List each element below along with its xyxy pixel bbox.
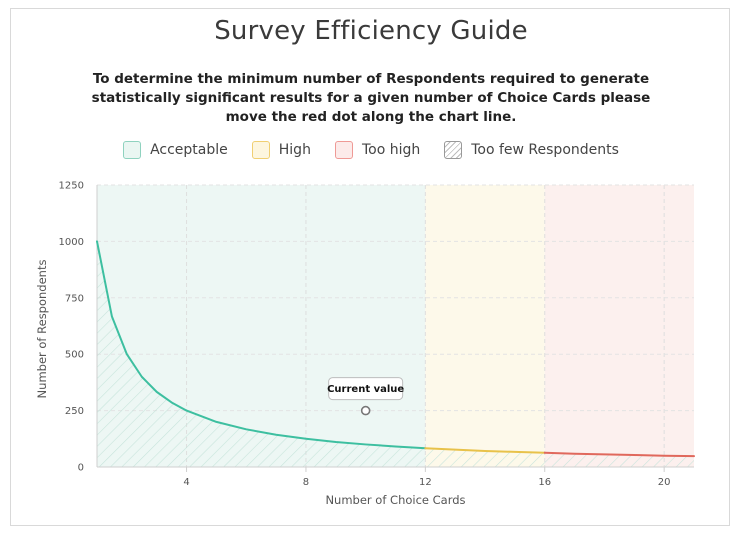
chart-title: Survey Efficiency Guide — [214, 16, 528, 46]
legend-item-too-few-respondents[interactable]: Too few Respondents — [444, 141, 619, 159]
x-tick-label: 4 — [183, 477, 189, 488]
legend-label-high: High — [278, 142, 311, 158]
zone-high — [425, 185, 545, 467]
too-few-respondents-hatch — [97, 241, 694, 467]
y-axis-title: Number of Respondents — [35, 260, 49, 399]
too-few-respondents-area — [97, 241, 694, 467]
series-line-too-high — [543, 451, 695, 458]
legend-item-too-high[interactable]: Too high — [334, 141, 421, 159]
legend-swatch-high — [251, 141, 270, 159]
x-axis-title: Number of Choice Cards — [325, 493, 465, 507]
y-tick-label: 750 — [65, 293, 84, 304]
legend-item-high[interactable]: High — [251, 141, 311, 159]
y-tick-label: 1000 — [59, 237, 84, 248]
legend-swatch-too-high — [334, 141, 353, 159]
y-tick-label: 0 — [78, 463, 84, 474]
x-tick-label: 20 — [658, 477, 671, 488]
x-tick-label: 12 — [419, 477, 432, 488]
legend-label-acceptable: Acceptable — [150, 142, 228, 158]
legend-swatch-too-few-respondents — [444, 141, 463, 159]
legend-label-too-high: Too high — [361, 142, 421, 158]
current-value-layer: Current value — [327, 377, 404, 416]
x-tick-label: 16 — [538, 477, 551, 488]
chart-legend: Acceptable High Too high Too few Respond… — [0, 141, 742, 159]
series-line-acceptable — [96, 240, 427, 450]
chart-subtitle: To determine the minimum number of Respo… — [91, 71, 651, 125]
grid-layer — [97, 184, 694, 468]
zone-too-high — [544, 185, 694, 467]
series-line-layer — [96, 240, 695, 458]
y-tick-label: 500 — [65, 350, 84, 361]
legend-item-acceptable[interactable]: Acceptable — [123, 141, 228, 159]
y-tick-label: 250 — [65, 406, 84, 417]
current-value-dot[interactable] — [360, 405, 371, 416]
current-value-tooltip — [328, 377, 404, 401]
x-tick-label: 8 — [303, 477, 309, 488]
axes-layer: 4 8 12 16 20 0 250 500 750 1000 1250 — [59, 181, 694, 488]
zones-layer — [97, 185, 694, 467]
legend-label-too-few-respondents: Too few Respondents — [471, 142, 619, 158]
y-tick-label: 1250 — [59, 181, 84, 192]
legend-swatch-acceptable — [123, 141, 142, 159]
current-value-label: Current value — [327, 384, 404, 395]
series-line-high — [424, 447, 546, 454]
